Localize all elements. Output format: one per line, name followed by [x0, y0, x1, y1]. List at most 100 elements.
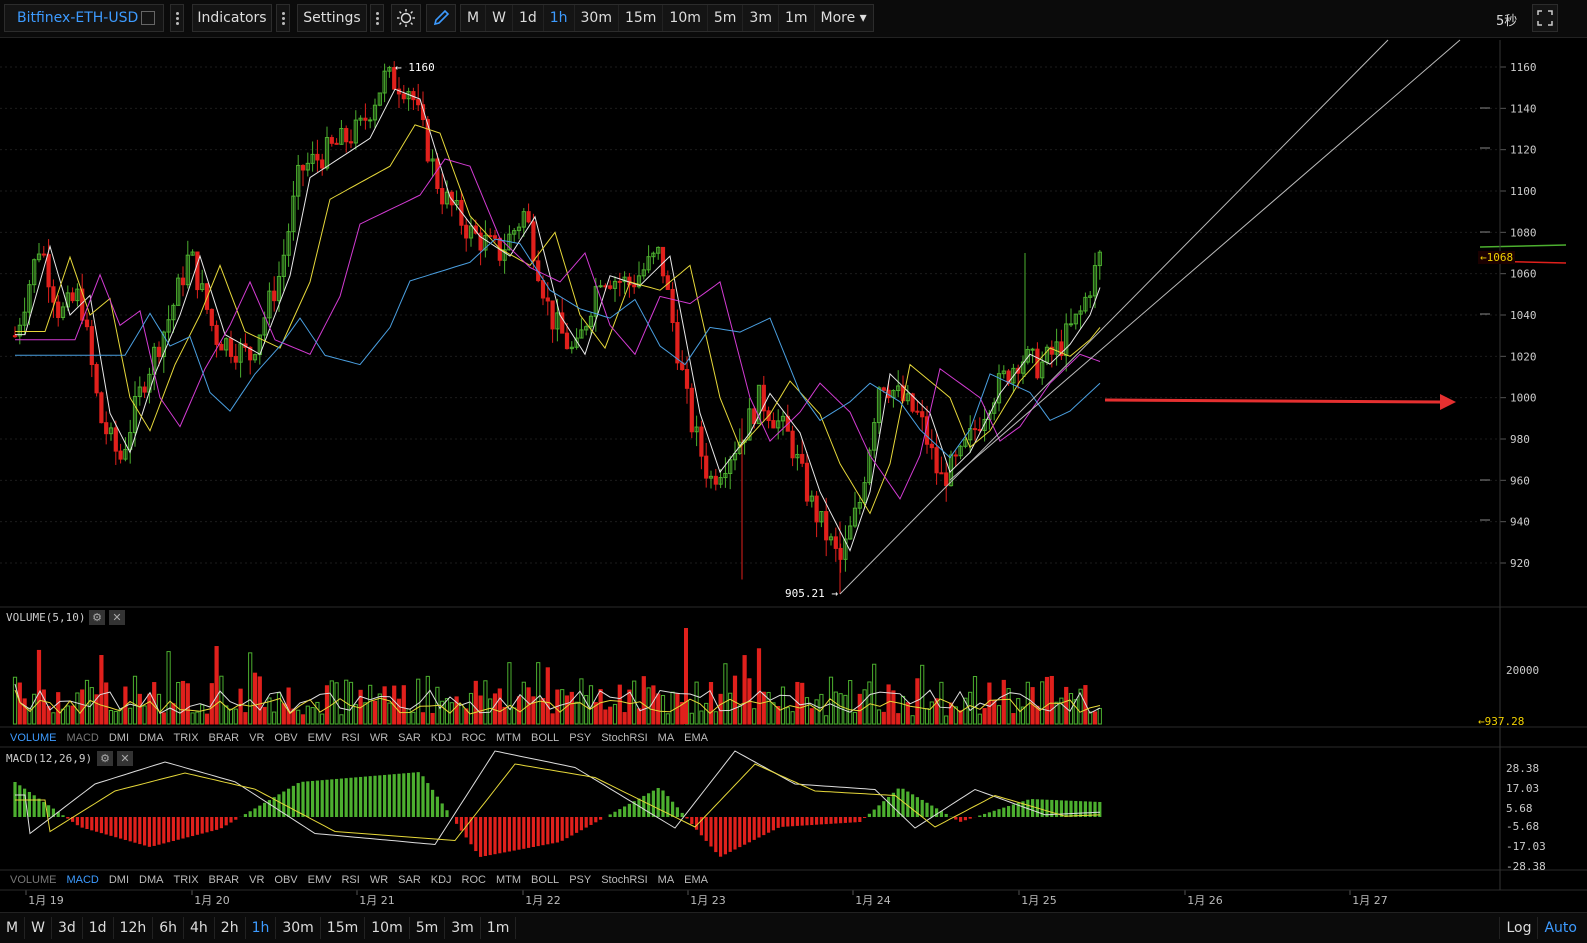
indicator-tab-kdj[interactable]: KDJ: [430, 732, 452, 744]
macd-bar: [709, 817, 713, 847]
indicator-tab-roc[interactable]: ROC: [461, 732, 486, 744]
symbol-selector[interactable]: Bitfinex-ETH-USD: [4, 4, 164, 32]
popout-icon[interactable]: [141, 11, 155, 25]
bottom-timeframe-30m[interactable]: 30m: [276, 917, 321, 939]
indicator-tab-sar[interactable]: SAR: [398, 874, 421, 886]
timeframe-1m[interactable]: 1m: [779, 5, 815, 31]
more-timeframes-button[interactable]: More ▾: [820, 10, 867, 26]
refresh-interval[interactable]: 5秒: [1496, 14, 1518, 29]
volume-bar: [353, 704, 358, 725]
bottom-timeframe-1d[interactable]: 1d: [83, 917, 114, 939]
indicator-tab-trix[interactable]: TRIX: [173, 732, 199, 744]
timeframe-1d[interactable]: 1d: [513, 5, 544, 31]
bottom-timeframe-M[interactable]: M: [0, 917, 26, 939]
macd-bar: [27, 791, 31, 817]
indicator-tab-trix[interactable]: TRIX: [173, 874, 199, 886]
indicator-tab-mtm[interactable]: MTM: [496, 732, 522, 744]
settings-button[interactable]: Settings: [297, 4, 367, 32]
indicator-tab-obv[interactable]: OBV: [274, 732, 298, 744]
bottom-timeframe-3d[interactable]: 3d: [52, 917, 83, 939]
macd-bar: [795, 817, 799, 826]
chart-canvas[interactable]: 1160 1140 1120 1100 1080 1060 1040 1020 1000 980 9…: [0, 38, 1587, 912]
indicator-tab-macd[interactable]: MACD: [66, 874, 99, 886]
timeframe-1h[interactable]: 1h: [544, 5, 575, 31]
indicator-tab-stochrsi[interactable]: StochRSI: [601, 732, 648, 744]
settings-menu-dots[interactable]: [370, 4, 384, 32]
volume-bar: [852, 711, 858, 725]
indicators-button[interactable]: Indicators: [192, 4, 272, 32]
symbol-menu-dots[interactable]: [170, 4, 184, 32]
indicator-tab-macd[interactable]: MACD: [66, 732, 99, 744]
macd-bar: [85, 817, 89, 829]
candle-body: [392, 67, 397, 90]
timeframe-15m[interactable]: 15m: [619, 5, 664, 31]
volume-close-icon[interactable]: ✕: [109, 610, 125, 625]
indicator-tab-sar[interactable]: SAR: [398, 732, 421, 744]
indicator-tab-ema[interactable]: EMA: [684, 874, 709, 886]
timeframe-3m[interactable]: 3m: [743, 5, 779, 31]
volume-bar: [152, 682, 157, 725]
indicator-tab-emv[interactable]: EMV: [307, 874, 332, 886]
bottom-timeframe-15m[interactable]: 15m: [321, 917, 366, 939]
log-scale-button[interactable]: Log: [1499, 917, 1537, 939]
bottom-timeframe-2h[interactable]: 2h: [215, 917, 246, 939]
indicator-tab-mtm[interactable]: MTM: [496, 874, 522, 886]
bottom-timeframe-W[interactable]: W: [25, 917, 52, 939]
timeframe-5m[interactable]: 5m: [708, 5, 744, 31]
bottom-timeframe-5m[interactable]: 5m: [410, 917, 446, 939]
volume-bar: [406, 708, 411, 725]
indicator-tab-dmi[interactable]: DMI: [108, 732, 130, 744]
macd-close-icon[interactable]: ✕: [117, 751, 133, 766]
fullscreen-button[interactable]: [1532, 4, 1558, 32]
bottom-timeframe-4h[interactable]: 4h: [184, 917, 215, 939]
bottom-timeframe-3m[interactable]: 3m: [445, 917, 481, 939]
indicator-tab-brar[interactable]: BRAR: [208, 732, 240, 744]
timeframe-M[interactable]: M: [461, 5, 487, 31]
indicator-tab-volume[interactable]: VOLUME: [10, 874, 57, 886]
indicator-tab-obv[interactable]: OBV: [274, 874, 298, 886]
indicator-tab-vr[interactable]: VR: [249, 732, 265, 744]
macd-bar: [296, 783, 300, 817]
indicator-tab-dma[interactable]: DMA: [139, 732, 164, 744]
macd-bar: [738, 817, 742, 848]
bottom-timeframe-10m[interactable]: 10m: [365, 917, 410, 939]
indicators-menu-dots[interactable]: [276, 4, 290, 32]
volume-settings-icon[interactable]: ⚙: [89, 610, 105, 625]
timeframe-W[interactable]: W: [486, 5, 513, 31]
indicator-tab-dma[interactable]: DMA: [139, 874, 164, 886]
bottom-timeframe-1m[interactable]: 1m: [481, 917, 517, 939]
macd-bar: [896, 788, 900, 817]
macd-settings-icon[interactable]: ⚙: [97, 751, 113, 766]
timeframe-30m[interactable]: 30m: [575, 5, 619, 31]
draw-tool-button[interactable]: [426, 4, 456, 32]
indicator-tab-wr[interactable]: WR: [369, 732, 389, 744]
indicator-tab-emv[interactable]: EMV: [307, 732, 332, 744]
theme-toggle-button[interactable]: [391, 4, 421, 32]
indicator-tab-brar[interactable]: BRAR: [208, 874, 240, 886]
indicator-tab-kdj[interactable]: KDJ: [430, 874, 452, 886]
macd-bar: [858, 817, 862, 823]
indicator-tab-boll[interactable]: BOLL: [531, 732, 560, 744]
indicator-tab-ma[interactable]: MA: [657, 732, 675, 744]
indicator-tab-boll[interactable]: BOLL: [531, 874, 560, 886]
indicator-tab-roc[interactable]: ROC: [461, 874, 486, 886]
bottom-timeframe-1h[interactable]: 1h: [246, 917, 277, 939]
candle-body: [339, 128, 344, 145]
bottom-timeframe-12h[interactable]: 12h: [114, 917, 154, 939]
indicator-tab-stochrsi[interactable]: StochRSI: [601, 874, 648, 886]
indicator-tab-volume[interactable]: VOLUME: [10, 732, 57, 744]
indicator-tab-rsi[interactable]: RSI: [341, 732, 360, 744]
indicator-tab-ma[interactable]: MA: [657, 874, 675, 886]
macd-bar: [623, 806, 627, 817]
auto-scale-button[interactable]: Auto: [1537, 917, 1583, 939]
timeframe-10m[interactable]: 10m: [663, 5, 708, 31]
indicator-tab-rsi[interactable]: RSI: [341, 874, 360, 886]
indicator-tab-wr[interactable]: WR: [369, 874, 389, 886]
candle-body: [670, 288, 675, 324]
indicator-tab-ema[interactable]: EMA: [684, 732, 709, 744]
indicator-tab-psy[interactable]: PSY: [569, 732, 592, 744]
indicator-tab-dmi[interactable]: DMI: [108, 874, 130, 886]
indicator-tab-vr[interactable]: VR: [249, 874, 265, 886]
bottom-timeframe-6h[interactable]: 6h: [153, 917, 184, 939]
indicator-tab-psy[interactable]: PSY: [569, 874, 592, 886]
